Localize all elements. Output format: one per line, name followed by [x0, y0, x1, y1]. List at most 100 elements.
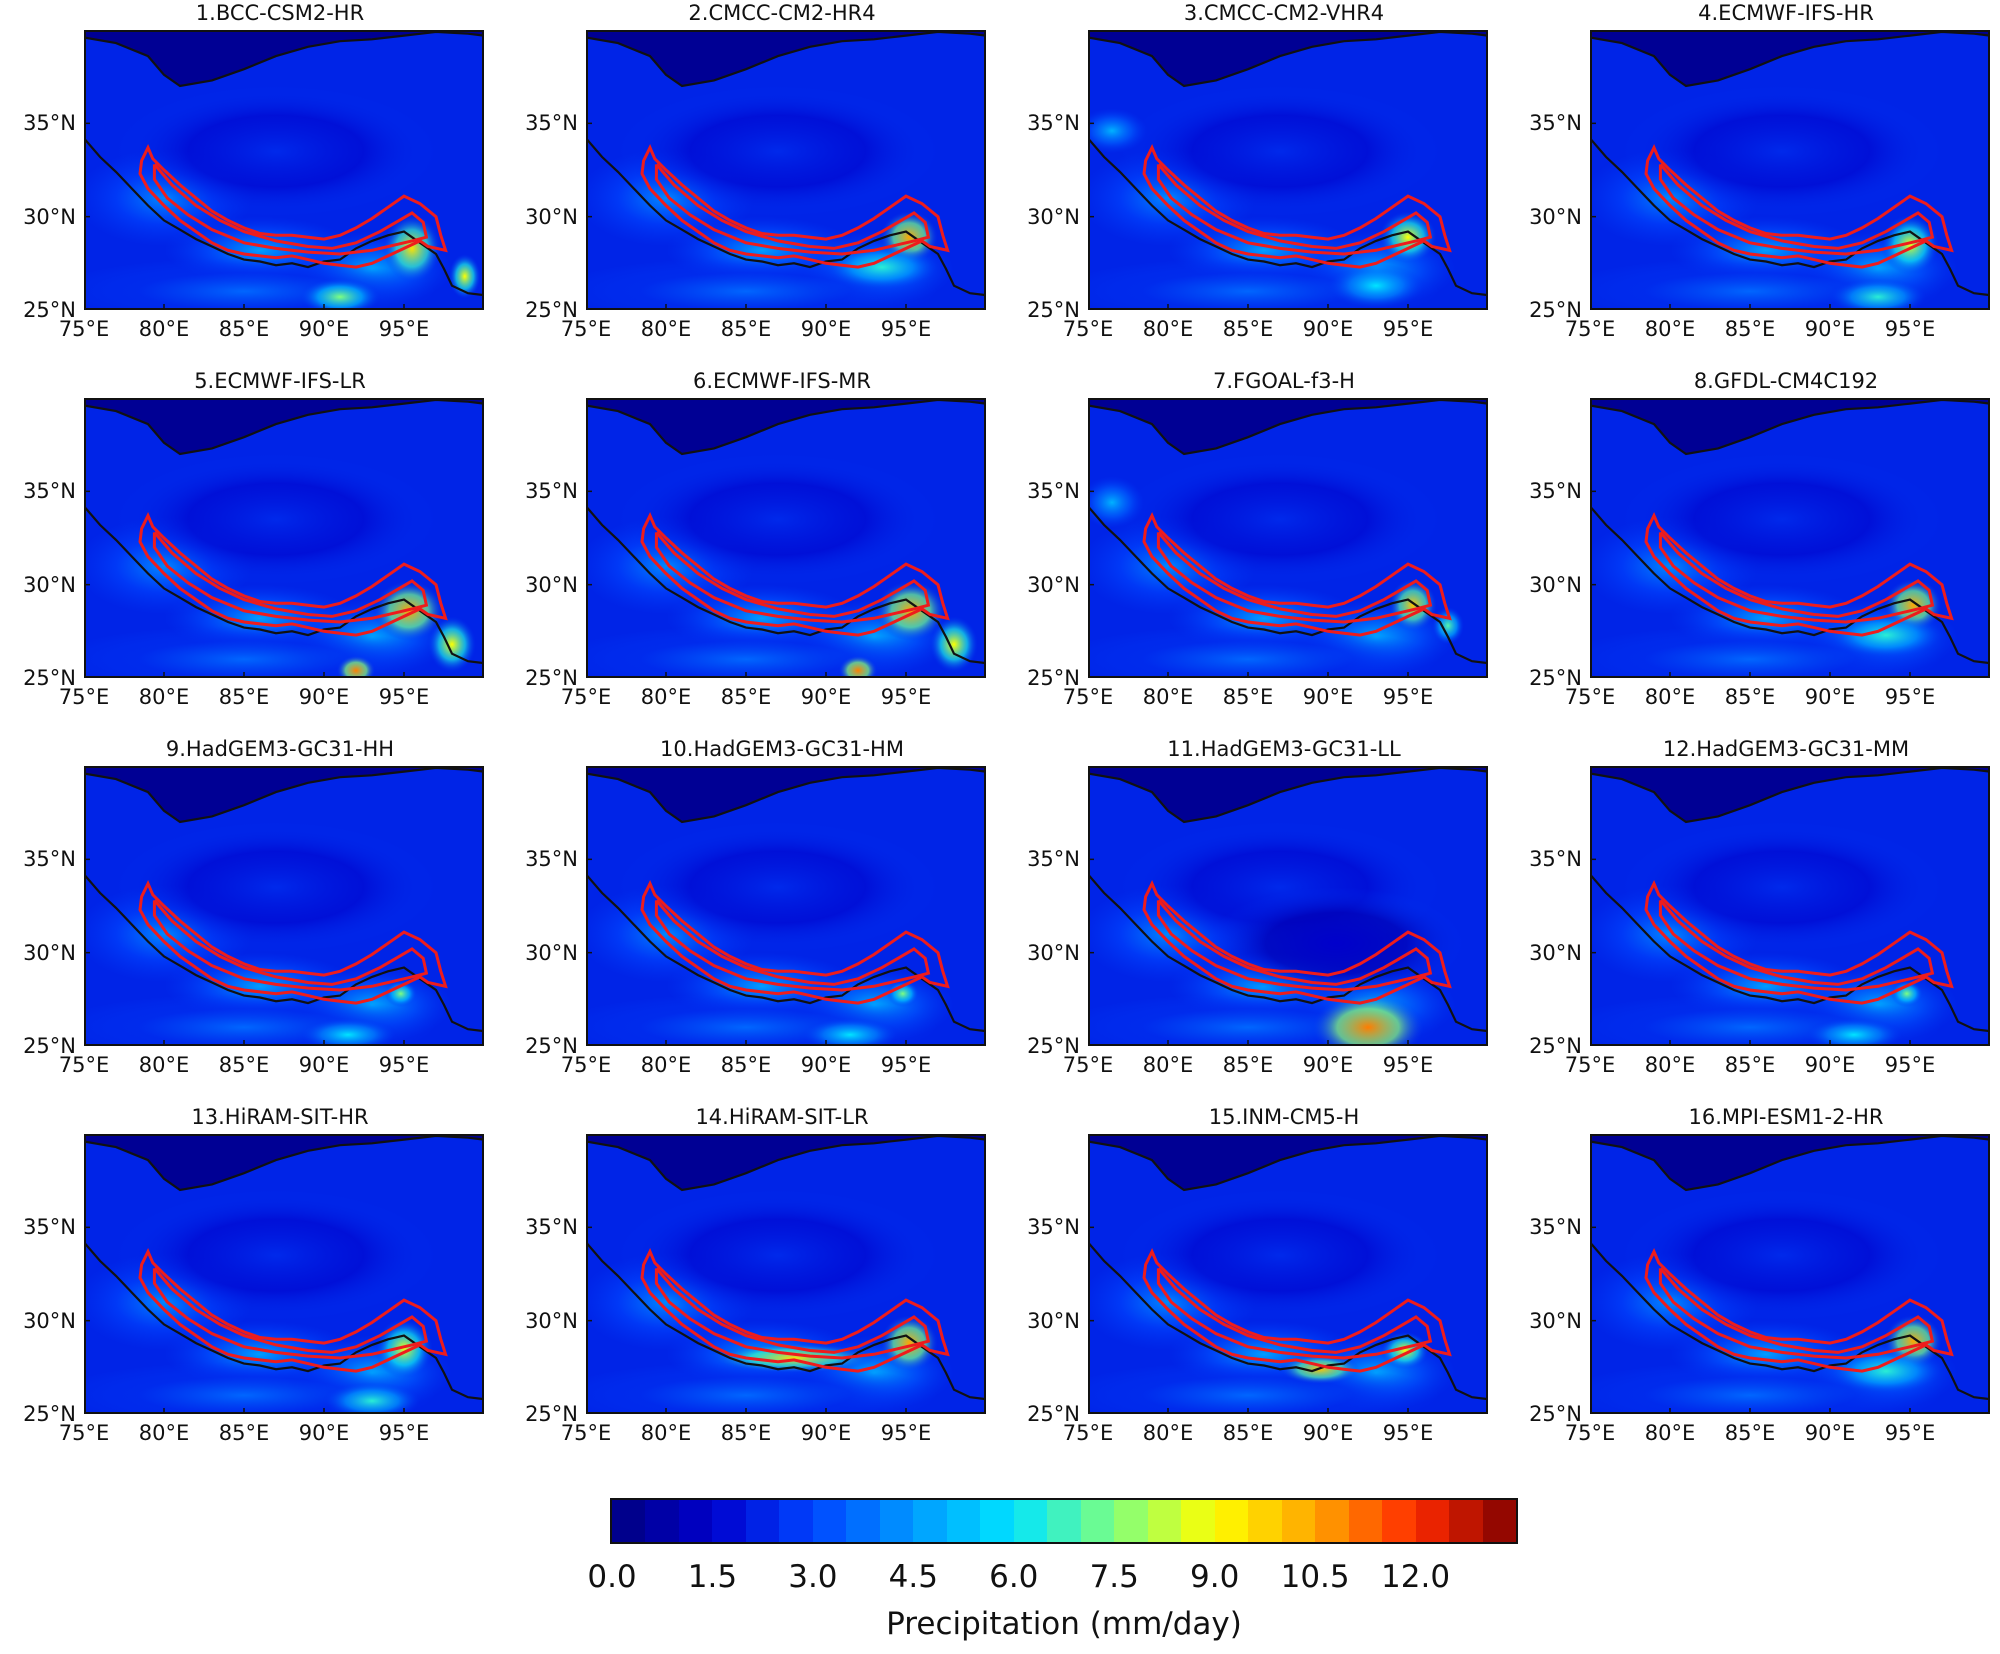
map-frame: [1590, 30, 1990, 310]
colorbar-swatch: [779, 1500, 813, 1542]
panel-title: 1.BCC-CSM2-HR: [195, 1, 365, 25]
x-tick-label: 75°E: [58, 1421, 110, 1445]
basin-outline: [1142, 512, 1452, 637]
basin-outline: [152, 899, 429, 992]
x-tick-label: 95°E: [1884, 685, 1936, 709]
y-tick-label: 35°N: [525, 1215, 578, 1240]
panel-title: 15.INM-CM5-H: [1208, 1105, 1360, 1129]
colorbar-swatch: [812, 1500, 847, 1542]
basin-outline: [640, 512, 950, 637]
y-tick-label: 25°N: [1529, 666, 1582, 690]
basin-outline: [152, 1267, 429, 1360]
y-tick-label: 25°N: [525, 666, 578, 690]
y-tick-label: 30°N: [23, 572, 76, 597]
colorbar-swatch: [1114, 1500, 1148, 1542]
y-tick-label: 35°N: [1027, 479, 1080, 504]
panel-title: 16.MPI-ESM1-2-HR: [1688, 1105, 1884, 1129]
x-tick-label: 75°E: [58, 317, 110, 341]
dry-region: [1088, 398, 1488, 454]
map-panel: 12.HadGEM3-GC31-MM 35°N 30°N 25°N 75°E 80°E 85…: [1506, 736, 1990, 1086]
basin-outline: [1142, 1248, 1452, 1373]
plateau-boundary: [84, 1134, 484, 1192]
precip-field: [116, 822, 436, 953]
x-tick-label: 80°E: [1644, 1053, 1696, 1077]
precipitation-map: [1088, 766, 1488, 1046]
y-tick-label: 30°N: [1027, 940, 1080, 965]
colorbar-swatch: [1080, 1500, 1115, 1542]
x-tick-label: 75°E: [1062, 1053, 1114, 1077]
plateau-boundary: [1590, 1134, 1990, 1192]
plateau-boundary: [586, 1241, 986, 1401]
plateau-boundary: [1590, 1241, 1990, 1401]
map-panel: 3.CMCC-CM2-VHR4 35°N 30°N 25°N 75°E 80°E 85°E 9…: [1004, 0, 1488, 350]
basin-outline: [640, 144, 950, 269]
x-tick-label: 75°E: [1062, 685, 1114, 709]
precip-field: [1881, 214, 1939, 275]
basin-outline: [1658, 531, 1935, 624]
y-tick-label: 30°N: [1027, 572, 1080, 597]
colorbar-tick-label: 3.0: [788, 1559, 838, 1595]
dry-region: [1590, 30, 1990, 86]
colorbar-swatch: [913, 1500, 947, 1542]
plateau-boundary: [1088, 505, 1488, 665]
plateau-boundary: [84, 873, 484, 1033]
precip-field: [1622, 1190, 1942, 1321]
colorbar-tick-label: 12.0: [1381, 1559, 1451, 1595]
map-panel: 11.HadGEM3-GC31-LL 35°N 30°N 25°N 75°E 80°E 85…: [1004, 736, 1488, 1086]
x-tick-label: 75°E: [1564, 1421, 1616, 1445]
plateau-boundary: [84, 398, 484, 456]
plateau-boundary: [1590, 30, 1990, 88]
y-tick-label: 25°N: [23, 666, 76, 690]
basin-outline: [138, 880, 448, 1005]
x-tick-label: 90°E: [800, 317, 852, 341]
colorbar-swatch: [980, 1500, 1014, 1542]
x-tick-label: 75°E: [1062, 317, 1114, 341]
x-tick-label: 75°E: [560, 1053, 612, 1077]
colorbar-tick-label: 4.5: [888, 1559, 938, 1595]
x-tick-label: 85°E: [1222, 1053, 1274, 1077]
x-tick-label: 80°E: [1142, 1421, 1194, 1445]
y-tick-label: 35°N: [1529, 847, 1582, 872]
plateau-boundary: [586, 30, 986, 88]
x-tick-label: 95°E: [880, 317, 932, 341]
basin-outline: [1156, 1267, 1433, 1360]
precipitation-map: [1590, 30, 1990, 310]
basin-outline: [1142, 880, 1452, 1005]
precip-field: [618, 454, 938, 585]
plateau-boundary: [84, 30, 484, 88]
plateau-boundary: [1088, 1134, 1488, 1192]
panel-title: 14.HiRAM-SIT-LR: [695, 1105, 869, 1129]
colorbar-swatch: [612, 1500, 646, 1542]
precip-field: [1088, 625, 1440, 678]
colorbar-swatch: [645, 1500, 679, 1542]
basin-outline: [138, 512, 448, 637]
x-tick-label: 85°E: [720, 1053, 772, 1077]
map-panel: 13.HiRAM-SIT-HR 35°N 30°N 25°N 75°E 80°E 85°E 9…: [0, 1104, 484, 1454]
plateau-boundary: [1590, 398, 1990, 456]
colorbar-tick-label: 9.0: [1190, 1559, 1240, 1595]
panel-grid: 1.BCC-CSM2-HR 35°N 30°N 25°N 75°E 80°E 85°E 90°…: [23, 0, 1990, 1444]
y-tick-label: 25°N: [23, 298, 76, 322]
y-tick-label: 30°N: [23, 1308, 76, 1333]
precip-field: [618, 86, 938, 217]
precip-field: [1622, 454, 1942, 585]
basin-outline: [138, 144, 448, 269]
plateau-boundary: [84, 1241, 484, 1401]
precip-field: [324, 1382, 420, 1414]
y-tick-label: 25°N: [1027, 298, 1080, 322]
x-tick-label: 90°E: [1302, 685, 1354, 709]
map-panel: 16.MPI-ESM1-2-HR 35°N 30°N 25°N 75°E 80°E 85°E…: [1506, 1104, 1990, 1454]
basin-outline: [1644, 144, 1954, 269]
dry-region: [1590, 398, 1990, 454]
y-tick-label: 35°N: [1027, 111, 1080, 136]
basin-outline: [654, 899, 931, 992]
x-tick-label: 85°E: [218, 317, 270, 341]
colorbar-swatch: [946, 1500, 981, 1542]
precipitation-map: [1590, 1134, 1990, 1414]
colorbar: [610, 1498, 1518, 1544]
x-tick-label: 90°E: [298, 1053, 350, 1077]
colorbar-swatch: [712, 1500, 746, 1542]
x-tick-label: 85°E: [1724, 1053, 1776, 1077]
x-tick-label: 95°E: [1884, 317, 1936, 341]
map-panel: 6.ECMWF-IFS-MR 35°N 30°N 25°N 75°E 80°E 85°E 90…: [502, 368, 986, 718]
